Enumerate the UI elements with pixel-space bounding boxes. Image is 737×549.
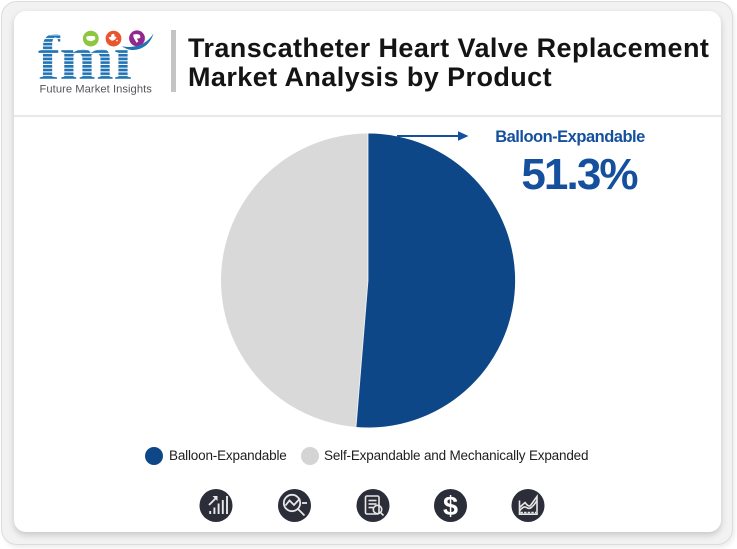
- svg-text:$: $: [443, 491, 458, 521]
- svg-text:Future Market Insights: Future Market Insights: [40, 84, 153, 96]
